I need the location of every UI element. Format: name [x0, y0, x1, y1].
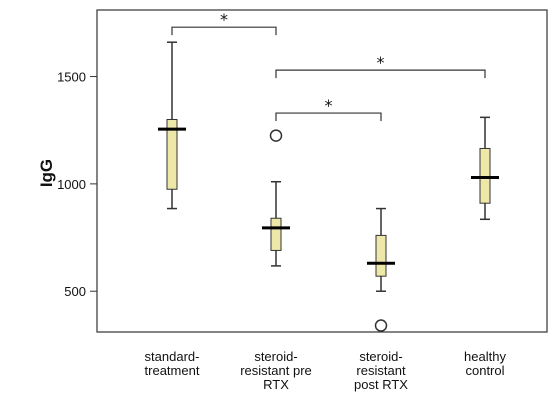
significance-marker: *: [220, 10, 228, 29]
plot-frame: [96, 9, 548, 333]
x-category-label: healthy: [464, 349, 506, 364]
x-category-label: resistant: [356, 363, 406, 378]
significance-bracket: [275, 69, 486, 79]
outlier-point: [269, 129, 283, 142]
significance-bracket: [171, 26, 277, 36]
x-category-label: steroid-: [359, 349, 402, 364]
significance-marker: *: [377, 53, 385, 72]
y-tick-label: 1500: [57, 70, 86, 85]
x-category-label: treatment: [145, 363, 200, 378]
iqr-box: [270, 217, 282, 251]
x-category-label: standard-: [145, 349, 200, 364]
x-category-label: RTX: [263, 377, 289, 392]
x-category-label: resistant pre: [240, 363, 312, 378]
x-category-label: post RTX: [354, 377, 408, 392]
y-axis-title: IgG: [37, 159, 56, 187]
x-category-label: control: [465, 363, 504, 378]
iqr-box: [166, 118, 178, 190]
significance-marker: *: [325, 96, 333, 115]
y-tick-label: 500: [64, 284, 86, 299]
significance-bracket: [275, 112, 382, 122]
iqr-box: [375, 234, 387, 277]
x-category-label: steroid-: [254, 349, 297, 364]
iqr-box: [479, 147, 491, 204]
outlier-point: [374, 319, 388, 332]
y-tick-label: 1000: [57, 177, 86, 192]
